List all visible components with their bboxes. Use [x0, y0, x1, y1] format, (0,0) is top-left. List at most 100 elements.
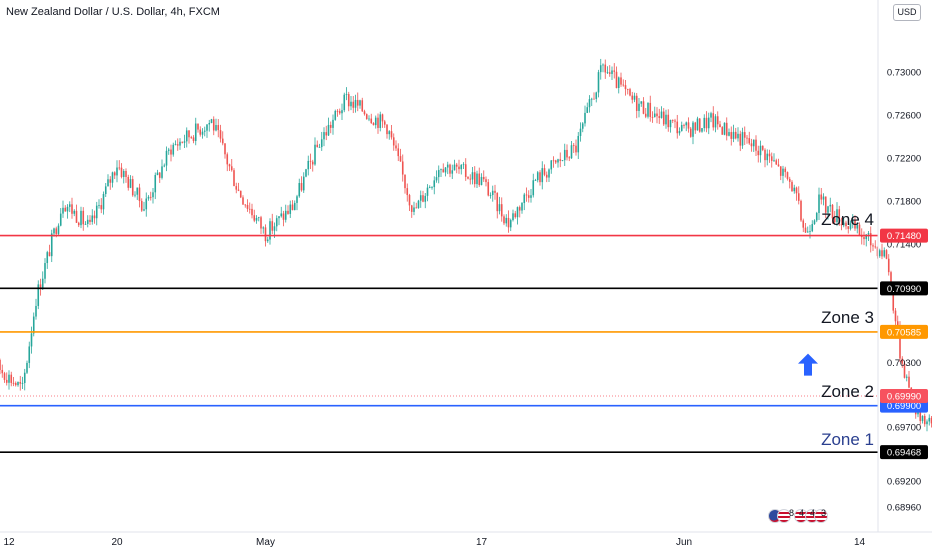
- candle-body: [595, 92, 598, 99]
- candle-body: [795, 187, 798, 194]
- candle-body: [800, 200, 802, 221]
- candle-body: [719, 124, 721, 128]
- candle-body: [741, 132, 744, 146]
- candle-body: [917, 412, 919, 415]
- candle-body: [30, 333, 33, 347]
- candle-body: [154, 175, 157, 193]
- candle-body: [505, 217, 508, 224]
- candle-body: [278, 216, 280, 219]
- candle-body: [275, 218, 278, 227]
- candle-body: [593, 98, 595, 100]
- candle-body: [635, 95, 638, 111]
- candle-body: [332, 119, 334, 128]
- candle-body: [192, 137, 195, 141]
- candle-body: [525, 194, 528, 196]
- candle-body: [152, 192, 154, 198]
- candle-body: [188, 130, 190, 138]
- price-label: 0.70585: [887, 327, 921, 338]
- candle-body: [95, 205, 98, 219]
- candle-body: [107, 179, 109, 187]
- candle-body: [410, 205, 413, 212]
- candle-body: [372, 123, 375, 126]
- economic-events[interactable]: 8 4 4 3: [768, 505, 828, 525]
- candle-body: [381, 114, 384, 122]
- candle-body: [471, 172, 474, 180]
- candle-body: [257, 217, 260, 219]
- candle-body: [849, 223, 852, 229]
- candle-body: [251, 208, 253, 216]
- price-axis[interactable]: 0.73000 0.72600 0.72200 0.71800 0.71400 0.703…: [887, 68, 921, 514]
- candle-body: [163, 165, 166, 167]
- currency-button[interactable]: USD: [893, 4, 921, 21]
- candle-body: [138, 187, 141, 201]
- candle-body: [226, 154, 229, 165]
- candle-body: [320, 139, 323, 148]
- candle-body: [840, 224, 843, 226]
- y-tick-label: 0.70300: [887, 358, 921, 369]
- candle-body: [491, 190, 494, 196]
- candle-body: [768, 153, 771, 157]
- candle-body: [48, 252, 51, 257]
- candle-body: [230, 166, 233, 171]
- candle-body: [494, 190, 496, 193]
- candle-body: [449, 164, 451, 174]
- candle-body: [822, 196, 825, 200]
- candle-body: [827, 206, 829, 213]
- candle-body: [750, 143, 753, 147]
- candle-body: [732, 131, 735, 139]
- candle-body: [516, 207, 519, 218]
- candle-body: [181, 141, 184, 143]
- candle-body: [869, 233, 872, 246]
- candle-body: [588, 99, 591, 108]
- candle-body: [17, 382, 19, 386]
- candle-body: [395, 145, 397, 149]
- y-tick-label: 0.68960: [887, 502, 921, 513]
- candle-body: [327, 124, 330, 136]
- candle-body: [683, 125, 685, 126]
- candle-body: [617, 77, 620, 88]
- candle-body: [100, 205, 103, 210]
- candle-body: [383, 121, 386, 125]
- candle-body: [559, 159, 562, 161]
- candle-body: [802, 220, 805, 228]
- candle-body: [291, 204, 294, 211]
- candle-body: [284, 210, 287, 220]
- candle-body: [280, 213, 283, 217]
- candle-body: [712, 113, 715, 128]
- candle-body: [174, 144, 177, 146]
- candle-body: [341, 110, 343, 114]
- candle-body: [201, 131, 204, 135]
- candle-body: [527, 195, 530, 198]
- candle-body: [881, 250, 883, 257]
- candle-body: [145, 198, 148, 210]
- candle-body: [64, 207, 67, 212]
- candle-body: [66, 206, 69, 212]
- candle-body: [336, 110, 339, 112]
- candle-body: [338, 111, 341, 114]
- candle-body: [743, 132, 746, 138]
- candle-body: [98, 205, 100, 206]
- candle-body: [874, 246, 877, 248]
- candle-body: [638, 103, 640, 111]
- candle-body: [777, 164, 780, 167]
- candle-body: [608, 72, 611, 74]
- zone-labels: Zone 4 Zone 3 Zone 2 Zone 1: [821, 210, 874, 449]
- candle-body: [397, 148, 400, 157]
- candle-body: [296, 196, 298, 203]
- candle-body: [892, 286, 895, 311]
- candle-body: [300, 183, 303, 191]
- candle-body: [784, 168, 787, 173]
- candle-body: [228, 164, 231, 167]
- time-axis[interactable]: 1220May17Jun1422Jul1220: [3, 537, 932, 548]
- candle-body: [764, 149, 766, 161]
- candle-body: [3, 373, 6, 380]
- candle-body: [359, 100, 361, 106]
- candle-body: [0, 360, 1, 370]
- candle-body: [885, 250, 888, 259]
- candle-body: [766, 153, 769, 161]
- candle-body: [314, 144, 316, 165]
- candle-body: [440, 169, 442, 171]
- candle-body: [323, 132, 325, 140]
- candle-body: [264, 227, 267, 242]
